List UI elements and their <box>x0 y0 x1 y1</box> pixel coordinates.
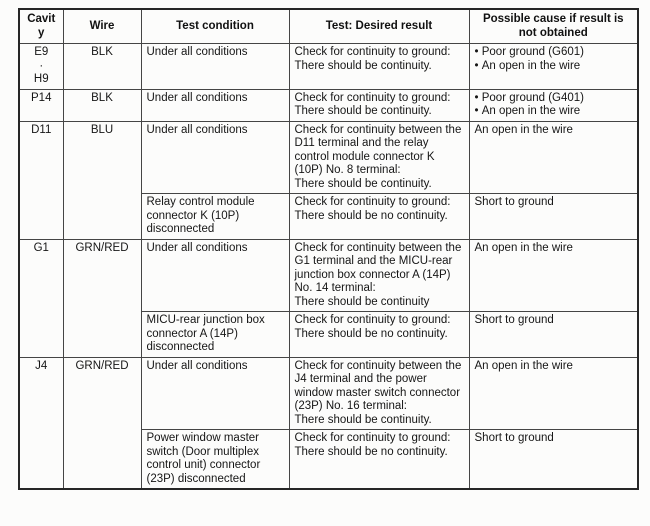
test-condition-cell: Under all conditions <box>140 43 290 90</box>
cause-item: An open in the wire <box>474 241 573 254</box>
desired-result-cell: Check for continuity to ground: There sh… <box>288 193 470 240</box>
test-text: Check for continuity to ground: <box>294 46 451 58</box>
test-text: Check for continuity to ground: <box>294 314 451 326</box>
desired-result-cell: Check for continuity between the G1 term… <box>288 238 470 312</box>
cavity-value: J4 <box>35 359 48 372</box>
cause-item: Short to ground <box>474 196 554 208</box>
table-row: P14 BLK Under all conditions Check for c… <box>18 88 639 122</box>
header-cell-wire: Wire <box>62 8 142 44</box>
header-cell-cavity: Cavity <box>18 8 64 44</box>
desired-result-cell: Check for continuity to ground: There sh… <box>288 429 470 490</box>
cavity-cell: D11 <box>18 120 64 240</box>
possible-cause-cell: An open in the wire <box>468 238 639 312</box>
cavity-cell: E9 · H9 <box>18 43 64 90</box>
cause-item: An open in the wire <box>475 60 633 74</box>
test-text: Check for continuity to ground: <box>294 91 451 104</box>
wire-cell: BLK <box>62 43 142 90</box>
desired-result-cell: Check for continuity to ground: There sh… <box>288 43 470 90</box>
cavity-value: P14 <box>31 91 52 104</box>
desired-text: There should be continuity. <box>294 59 432 72</box>
desired-text: There should be no continuity. <box>294 327 448 340</box>
possible-cause-cell: Short to ground <box>468 429 639 490</box>
cavity-cell: P14 <box>18 88 64 122</box>
desired-text: There should be no continuity. <box>294 209 448 222</box>
desired-result-cell: Check for continuity to ground: There sh… <box>288 311 470 358</box>
cavity-value: H9 <box>33 73 49 85</box>
table-row: Power window master switch (Door multipl… <box>19 429 639 490</box>
possible-cause-cell: An open in the wire <box>468 120 639 194</box>
wire-cell: BLK <box>62 88 142 122</box>
table-row: G1 GRN/RED Under all conditions Check fo… <box>18 238 639 358</box>
possible-cause-cell: Short to ground <box>468 193 639 240</box>
desired-result-cell: Check for continuity to ground: There sh… <box>288 88 470 122</box>
cause-item: Short to ground <box>474 432 554 444</box>
cause-item: Poor ground (G401) <box>475 92 633 106</box>
cavity-cell: J4 <box>18 356 64 490</box>
test-condition-cell: Relay control module connector K (10P) d… <box>140 193 290 240</box>
desired-text: There should be continuity. <box>294 105 432 117</box>
cause-item: Poor ground (G601) <box>475 46 633 60</box>
cause-item: An open in the wire <box>475 105 633 119</box>
test-text: Check for continuity between the J4 term… <box>294 359 462 413</box>
table-row: E9 · H9 BLK Under all conditions Check f… <box>18 43 639 90</box>
cavity-value: D11 <box>31 123 52 136</box>
table-row: D11 BLU Under all conditions Check for c… <box>18 120 639 240</box>
test-condition-cell: Under all conditions <box>140 88 290 122</box>
cause-item: An open in the wire <box>474 123 573 136</box>
possible-cause-cell: Poor ground (G601) An open in the wire <box>468 43 639 90</box>
desired-text: There should be no continuity. <box>294 445 448 458</box>
test-text: Check for continuity between the G1 term… <box>294 241 462 295</box>
cavity-separator-dot: · <box>39 59 44 72</box>
possible-cause-cell: An open in the wire <box>468 356 639 430</box>
wire-cell: BLU <box>62 120 142 240</box>
cause-item: Short to ground <box>474 314 554 326</box>
table-row: Relay control module connector K (10P) d… <box>19 193 639 240</box>
header-cell-desired-result: Test: Desired result <box>288 8 470 44</box>
test-text: Check for continuity to ground: <box>294 432 451 444</box>
test-condition-cell: Under all conditions <box>140 238 290 312</box>
header-row: Cavity Wire Test condition Test: Desired… <box>18 8 639 44</box>
test-condition-cell: Power window master switch (Door multipl… <box>140 429 290 490</box>
test-condition-cell: Under all conditions <box>140 356 290 430</box>
desired-text: There should be continuity. <box>294 413 432 426</box>
troubleshooting-table: Cavity Wire Test condition Test: Desired… <box>18 8 639 490</box>
test-text: Check for continuity to ground: <box>294 196 451 208</box>
possible-cause-cell: Poor ground (G401) An open in the wire <box>468 88 639 122</box>
wire-cell: GRN/RED <box>62 238 142 358</box>
desired-text: There should be continuity. <box>294 177 432 190</box>
possible-cause-cell: Short to ground <box>468 311 639 358</box>
header-cell-test-condition: Test condition <box>140 8 290 44</box>
wire-cell: GRN/RED <box>62 356 142 490</box>
test-condition-cell: MICU-rear junction box connector A (14P)… <box>140 311 290 358</box>
cavity-value: E9 <box>34 46 49 58</box>
cavity-value: G1 <box>33 241 49 254</box>
test-condition-cell: Under all conditions <box>140 120 290 194</box>
desired-result-cell: Check for continuity between the J4 term… <box>288 356 470 430</box>
table-row: J4 GRN/RED Under all conditions Check fo… <box>18 356 639 490</box>
cause-item: An open in the wire <box>474 359 573 372</box>
test-text: Check for continuity between the D11 ter… <box>294 123 462 177</box>
cavity-cell: G1 <box>18 238 64 358</box>
desired-text: There should be continuity <box>294 295 430 308</box>
desired-result-cell: Check for continuity between the D11 ter… <box>288 120 470 194</box>
header-cell-possible-cause: Possible cause if result is not obtained <box>468 8 639 44</box>
